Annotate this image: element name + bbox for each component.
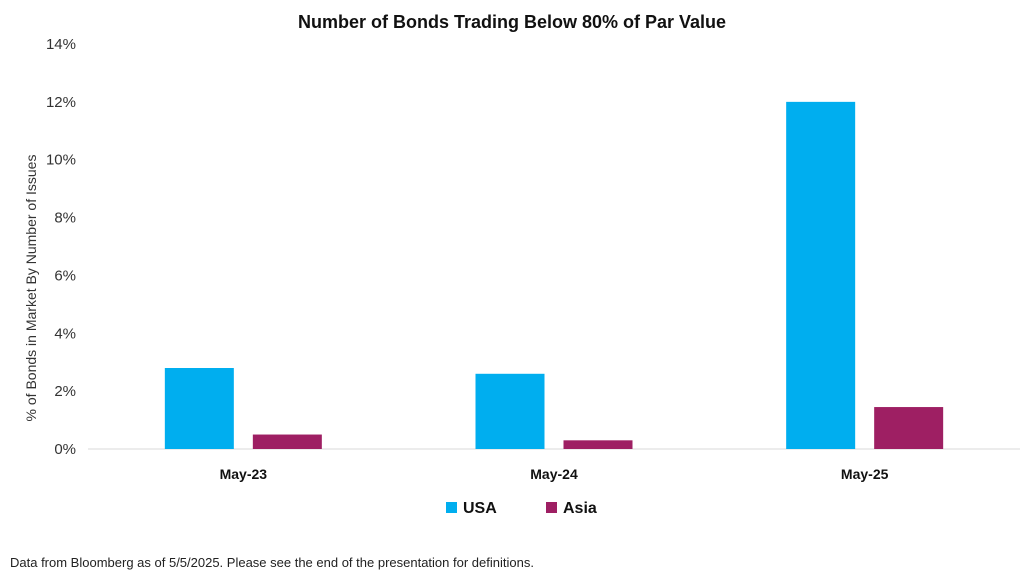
- y-tick-label: 2%: [54, 383, 76, 400]
- x-tick-label: May-25: [841, 466, 889, 482]
- bar-asia-may-24: [563, 440, 633, 449]
- bar-usa-may-23: [164, 368, 234, 449]
- y-tick-label: 10%: [46, 152, 76, 169]
- y-axis-label: % of Bonds in Market By Number of Issues: [23, 155, 39, 422]
- bar-asia-may-25: [874, 407, 944, 449]
- bars-group: [164, 101, 944, 449]
- legend-label-asia: Asia: [563, 500, 597, 517]
- legend-swatch-usa: [446, 502, 457, 513]
- legend-swatch-asia: [546, 502, 557, 513]
- x-axis-ticks: May-23 May-24 May-25: [220, 466, 889, 482]
- bar-asia-may-23: [252, 434, 322, 449]
- legend-label-usa: USA: [463, 500, 497, 517]
- x-tick-label: May-24: [530, 466, 578, 482]
- bar-usa-may-24: [475, 373, 545, 449]
- y-tick-label: 0%: [54, 441, 76, 458]
- y-tick-label: 12%: [46, 94, 76, 111]
- y-tick-label: 8%: [54, 210, 76, 227]
- y-axis-ticks: 0% 2% 4% 6% 8% 10% 12% 14%: [46, 36, 76, 458]
- y-tick-label: 4%: [54, 325, 76, 342]
- y-tick-label: 14%: [46, 36, 76, 53]
- legend: USA Asia: [446, 500, 597, 517]
- footnote: Data from Bloomberg as of 5/5/2025. Plea…: [10, 555, 534, 570]
- y-tick-label: 6%: [54, 267, 76, 284]
- x-tick-label: May-23: [220, 466, 268, 482]
- chart-title: Number of Bonds Trading Below 80% of Par…: [298, 12, 726, 32]
- bar-usa-may-25: [786, 101, 856, 449]
